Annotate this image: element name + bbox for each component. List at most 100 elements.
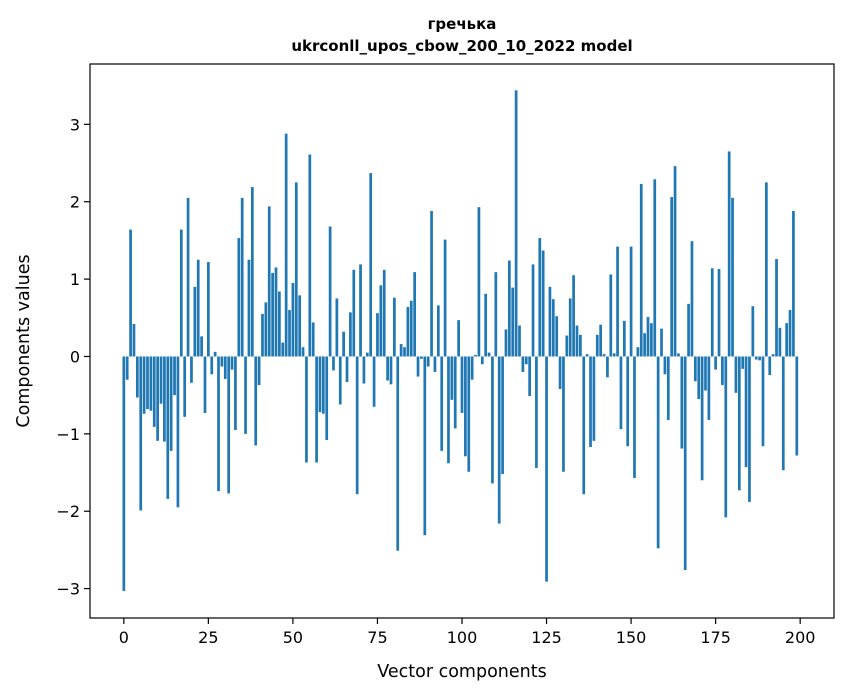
bar-94: [440, 356, 444, 451]
bar-22: [196, 259, 200, 357]
bar-178: [724, 356, 728, 518]
bar-172: [704, 356, 707, 391]
bar-40: [257, 356, 261, 386]
bar-181: [734, 356, 738, 393]
bar-84: [406, 306, 410, 357]
bar-196: [785, 323, 789, 357]
bar-134: [575, 325, 579, 357]
bar-99: [457, 320, 460, 357]
bar-141: [599, 324, 603, 357]
bar-158: [656, 356, 660, 549]
bar-81: [396, 356, 400, 551]
bar-140: [595, 334, 599, 357]
bar-146: [616, 246, 619, 357]
bar-176: [717, 269, 721, 357]
y-tick-label: 2: [70, 193, 80, 212]
bar-193: [775, 258, 778, 357]
bar-121: [531, 264, 535, 357]
bar-55: [308, 154, 312, 357]
bar-113: [504, 329, 508, 357]
bar-175: [714, 356, 717, 370]
bar-29: [220, 356, 224, 367]
bar-61: [328, 226, 332, 357]
bar-10: [156, 356, 159, 441]
bar-75: [376, 313, 379, 357]
bar-114: [507, 260, 511, 357]
bar-13: [166, 356, 170, 499]
bar-0: [122, 356, 126, 591]
bar-101: [464, 356, 467, 457]
bar-156: [650, 323, 653, 357]
bar-3: [132, 323, 136, 357]
bar-177: [721, 356, 724, 386]
bar-67: [349, 312, 352, 357]
x-tick-label: 150: [616, 628, 647, 647]
bar-20: [190, 356, 193, 383]
bar-191: [768, 356, 772, 376]
bar-31: [227, 356, 231, 494]
bar-111: [497, 356, 501, 524]
bar-128: [555, 316, 559, 357]
bar-173: [707, 356, 711, 420]
bar-123: [538, 238, 542, 357]
bar-125: [545, 356, 548, 582]
bar-153: [639, 183, 643, 357]
bar-47: [281, 342, 285, 357]
bar-174: [710, 268, 714, 357]
bar-80: [393, 297, 396, 357]
bar-115: [511, 287, 515, 357]
bar-62: [332, 356, 335, 371]
bar-32: [230, 356, 234, 370]
y-tick-label: −3: [56, 580, 80, 599]
bar-136: [582, 356, 586, 495]
bar-185: [748, 356, 751, 502]
bar-164: [677, 353, 680, 357]
bar-43: [267, 206, 271, 357]
bar-58: [318, 356, 322, 413]
bar-50: [291, 282, 295, 357]
chart-title: гречька: [428, 15, 497, 33]
bar-60: [325, 356, 329, 441]
bar-72: [365, 352, 369, 357]
bar-154: [643, 333, 646, 357]
bar-12: [163, 356, 166, 442]
bar-76: [379, 285, 383, 357]
bar-98: [453, 356, 457, 429]
bar-149: [626, 356, 630, 447]
bar-49: [288, 310, 291, 357]
bar-88: [420, 356, 423, 359]
bar-195: [781, 356, 785, 471]
x-tick-label: 50: [283, 628, 303, 647]
bar-152: [636, 347, 640, 357]
bar-45: [274, 267, 278, 357]
bar-131: [565, 335, 569, 357]
bar-14: [169, 356, 173, 451]
bar-122: [535, 356, 538, 468]
bar-7: [146, 356, 149, 410]
bar-102: [467, 356, 471, 472]
bar-93: [436, 305, 440, 357]
bar-57: [315, 356, 318, 463]
bar-96: [447, 356, 450, 464]
bar-92: [433, 356, 437, 372]
bar-38: [250, 187, 254, 357]
bar-90: [426, 356, 430, 367]
bar-126: [548, 286, 552, 357]
bar-135: [579, 334, 582, 357]
bar-89: [423, 356, 427, 536]
bar-112: [501, 356, 504, 475]
bar-171: [700, 356, 704, 481]
bar-66: [345, 356, 349, 382]
bar-23: [200, 336, 203, 357]
bar-17: [179, 229, 183, 357]
bar-53: [301, 347, 305, 357]
y-axis-label: Components values: [14, 254, 34, 427]
bar-159: [660, 328, 663, 357]
x-tick-label: 25: [198, 628, 218, 647]
y-tick-label: −2: [56, 502, 80, 521]
bar-165: [680, 356, 684, 449]
bar-73: [369, 173, 373, 357]
bar-6: [142, 356, 146, 414]
bar-35: [240, 197, 244, 357]
